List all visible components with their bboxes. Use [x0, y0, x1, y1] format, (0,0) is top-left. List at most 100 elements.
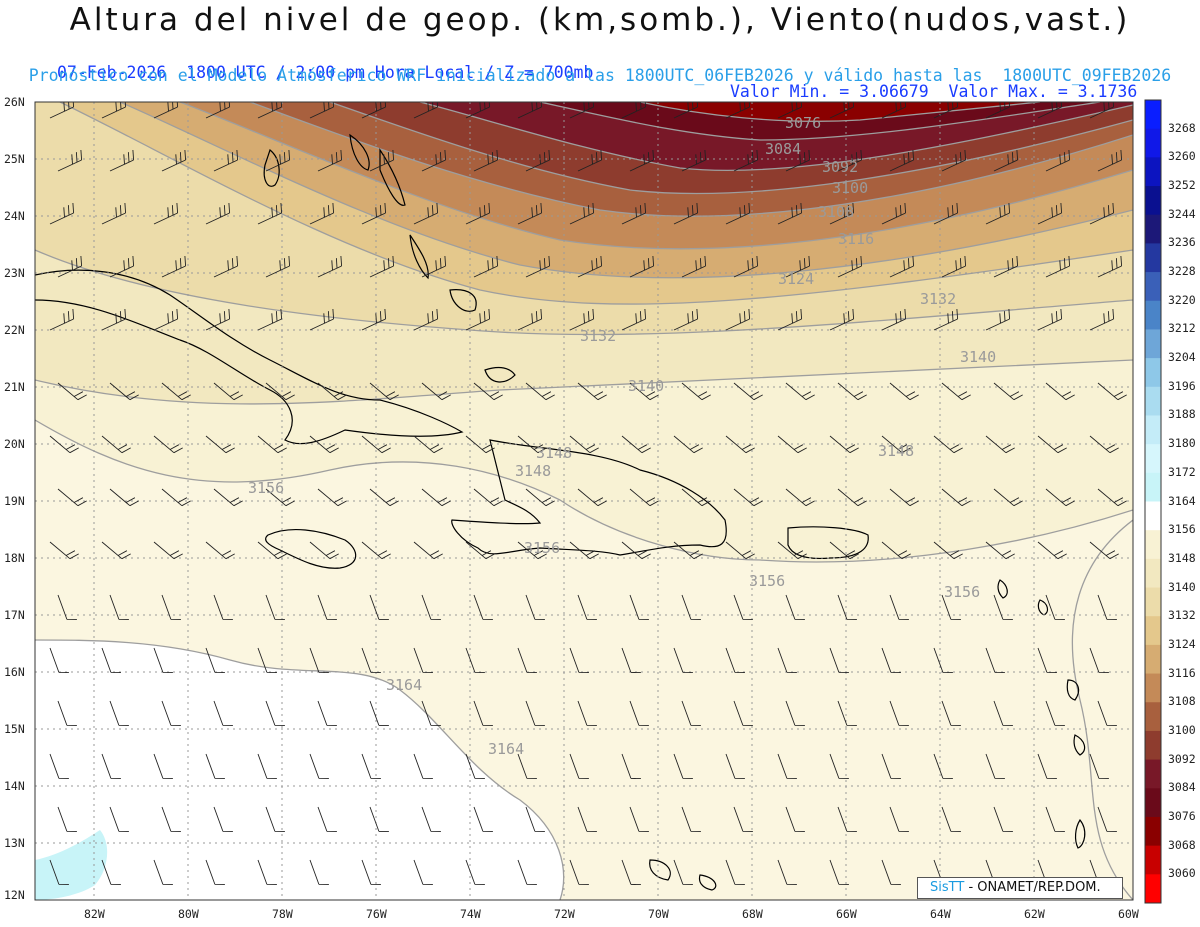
colorbar-swatch — [1145, 674, 1161, 703]
colorbar-label: 3100 — [1168, 723, 1196, 737]
colorbar-swatch — [1145, 788, 1161, 817]
colorbar-label: 3244 — [1168, 207, 1196, 221]
lon-label: 82W — [84, 907, 105, 921]
colorbar-swatch — [1145, 100, 1161, 129]
colorbar-swatch — [1145, 559, 1161, 588]
colorbar-swatch — [1145, 817, 1161, 846]
colorbar-label: 3164 — [1168, 494, 1196, 508]
colorbar-swatch — [1145, 530, 1161, 559]
colorbar-label: 3268 — [1168, 121, 1196, 135]
colorbar-label: 3172 — [1168, 465, 1196, 479]
lat-label: 16N — [4, 665, 25, 679]
colorbar-label: 3196 — [1168, 379, 1196, 393]
colorbar-swatch — [1145, 186, 1161, 215]
lon-label: 68W — [742, 907, 763, 921]
onamet-logo: SisTT - ONAMET/REP.DOM. — [917, 877, 1123, 899]
contour-label: 3148 — [536, 444, 572, 462]
lon-label: 76W — [366, 907, 387, 921]
contour-label: 3132 — [920, 290, 956, 308]
colorbar-swatch — [1145, 301, 1161, 330]
contour-label: 3156 — [248, 479, 284, 497]
lon-label: 64W — [930, 907, 951, 921]
lon-label: 80W — [178, 907, 199, 921]
colorbar-swatch — [1145, 874, 1161, 903]
colorbar-swatch — [1145, 387, 1161, 416]
lon-label: 70W — [648, 907, 669, 921]
contour-label: 3140 — [628, 377, 664, 395]
contour-label: 3140 — [960, 348, 996, 366]
colorbar-swatch — [1145, 616, 1161, 645]
colorbar-label: 3148 — [1168, 551, 1196, 565]
contour-label: 3084 — [765, 140, 801, 158]
colorbar-swatch — [1145, 444, 1161, 473]
colorbar-label: 3228 — [1168, 264, 1196, 278]
colorbar-label: 3116 — [1168, 666, 1196, 680]
lat-label: 13N — [4, 836, 25, 850]
lon-label: 78W — [272, 907, 293, 921]
lat-label: 19N — [4, 494, 25, 508]
colorbar-swatch — [1145, 272, 1161, 301]
colorbar-label: 3124 — [1168, 637, 1196, 651]
colorbar-swatch — [1145, 588, 1161, 617]
colorbar-swatch — [1145, 473, 1161, 502]
lon-label: 60W — [1118, 907, 1139, 921]
colorbar-swatch — [1145, 645, 1161, 674]
colorbar-label: 3084 — [1168, 780, 1196, 794]
lat-label: 15N — [4, 722, 25, 736]
contour-label: 3116 — [838, 230, 874, 248]
colorbar-label: 3140 — [1168, 580, 1196, 594]
colorbar-swatch — [1145, 243, 1161, 272]
lon-label: 62W — [1024, 907, 1045, 921]
contour-label: 3092 — [822, 158, 858, 176]
lon-label: 74W — [460, 907, 481, 921]
colorbar-label: 3180 — [1168, 436, 1196, 450]
colorbar-swatch — [1145, 731, 1161, 760]
colorbar-label: 3068 — [1168, 838, 1196, 852]
colorbar-swatch — [1145, 760, 1161, 789]
colorbar-label: 3092 — [1168, 752, 1196, 766]
colorbar-label: 3204 — [1168, 350, 1196, 364]
lon-label: 66W — [836, 907, 857, 921]
colorbar-label: 3212 — [1168, 321, 1196, 335]
colorbar-swatch — [1145, 502, 1161, 531]
contour-label: 3100 — [832, 179, 868, 197]
lat-label: 25N — [4, 152, 25, 166]
colorbar-label: 3252 — [1168, 178, 1196, 192]
lat-label: 17N — [4, 608, 25, 622]
lat-label: 26N — [4, 95, 25, 109]
colorbar-label: 3156 — [1168, 522, 1196, 536]
lat-label: 22N — [4, 323, 25, 337]
lat-label: 18N — [4, 551, 25, 565]
lon-axis: 82W 80W 78W 76W 74W 72W 70W 68W 66W 64W … — [84, 907, 1139, 921]
colorbar-swatch — [1145, 215, 1161, 244]
contour-label: 3164 — [488, 740, 524, 758]
lat-label: 24N — [4, 209, 25, 223]
lat-label: 21N — [4, 380, 25, 394]
colorbar-swatch — [1145, 415, 1161, 444]
contour-label: 3076 — [785, 114, 821, 132]
contour-label: 3148 — [878, 442, 914, 460]
lat-label: 23N — [4, 266, 25, 280]
lat-label: 14N — [4, 779, 25, 793]
colorbar-label: 3236 — [1168, 235, 1196, 249]
colorbar — [1145, 100, 1161, 904]
colorbar-swatch — [1145, 846, 1161, 875]
lat-label: 12N — [4, 888, 25, 902]
contour-label: 3156 — [524, 539, 560, 557]
colorbar-swatch — [1145, 157, 1161, 186]
colorbar-label: 3076 — [1168, 809, 1196, 823]
colorbar-swatch — [1145, 129, 1161, 158]
lat-label: 20N — [4, 437, 25, 451]
contour-label: 3156 — [944, 583, 980, 601]
contour-label: 3124 — [778, 270, 814, 288]
colorbar-swatch — [1145, 702, 1161, 731]
colorbar-label: 3260 — [1168, 149, 1196, 163]
colorbar-label: 3108 — [1168, 694, 1196, 708]
map-plot-area: 3076 3084 3092 3100 3108 3116 3124 3132 … — [35, 97, 1133, 900]
lat-axis: 26N 25N 24N 23N 22N 21N 20N 19N 18N 17N … — [4, 95, 25, 902]
colorbar-label: 3132 — [1168, 608, 1196, 622]
colorbar-swatch — [1145, 358, 1161, 387]
onamet-text: - ONAMET/REP.DOM. — [968, 880, 1100, 895]
lon-label: 72W — [554, 907, 575, 921]
